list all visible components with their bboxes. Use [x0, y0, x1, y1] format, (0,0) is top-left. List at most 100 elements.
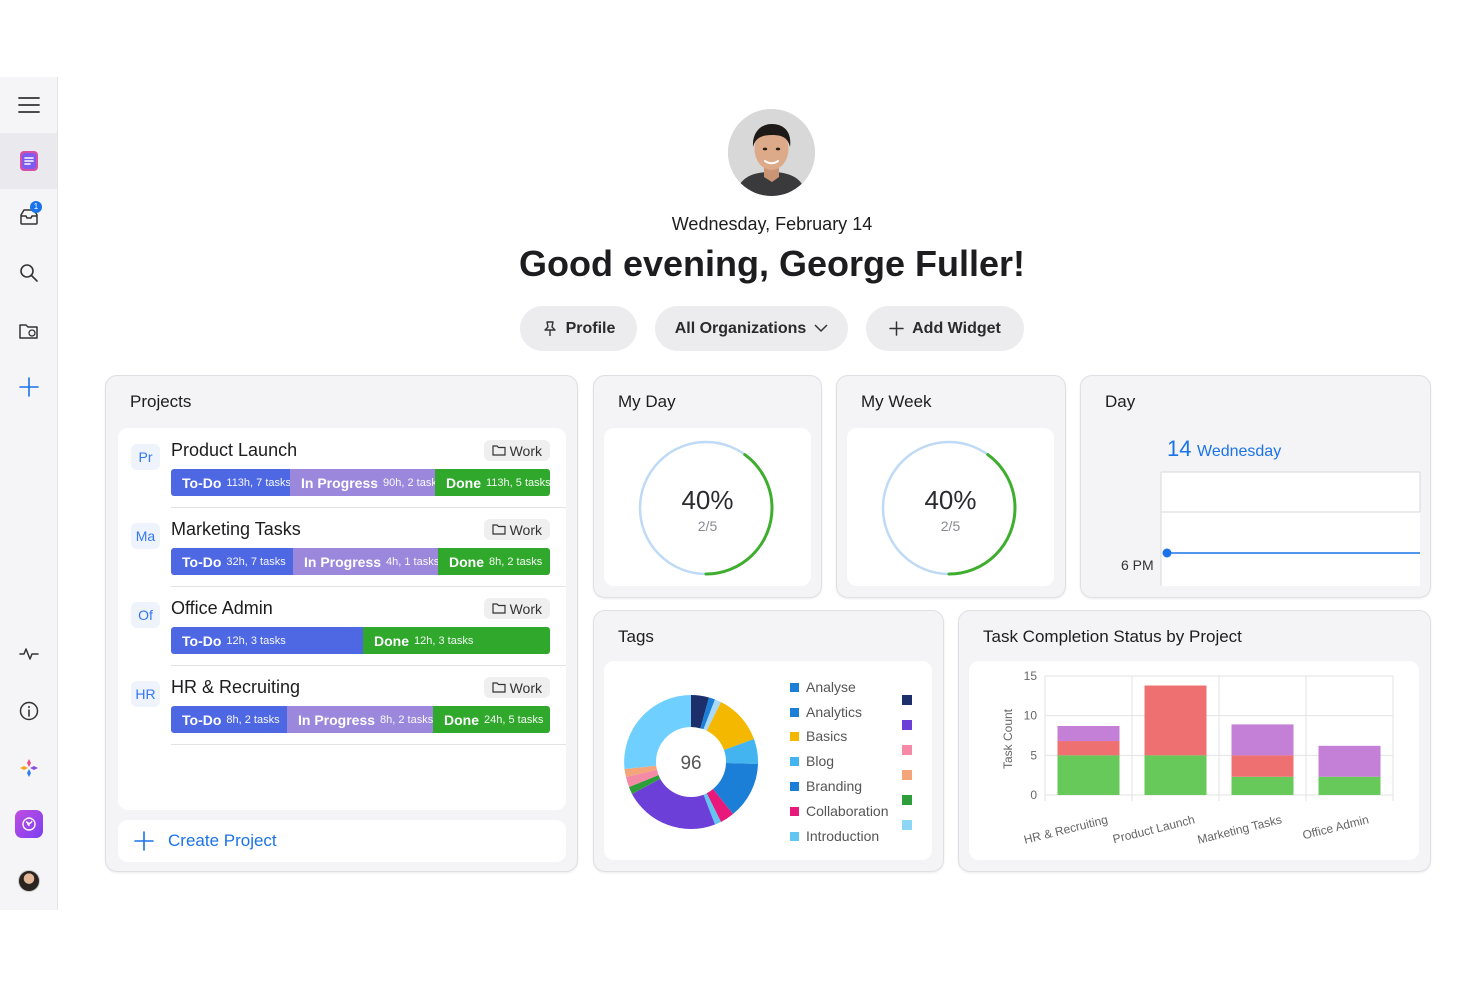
project-tag[interactable]: Work [483, 519, 550, 540]
todo-segment[interactable]: To-Do 8h, 2 tasks [171, 706, 287, 733]
my-day-progress-ring [638, 440, 774, 576]
todo-segment[interactable]: To-Do 12h, 3 tasks [171, 627, 363, 654]
x-tick-label: Office Admin [1301, 812, 1370, 842]
inbox-button[interactable]: 1 [0, 189, 57, 245]
dashboard-button[interactable] [0, 133, 57, 189]
my-day-percent: 40% [681, 485, 734, 515]
in-progress-segment[interactable]: In Progress 4h, 1 tasks [293, 548, 438, 575]
legend-label: Collaboration [806, 803, 889, 819]
app-icon [14, 810, 43, 838]
task-completion-chart[interactable]: 0 5 10 15 HR & Recruiting Product Launch Mark… [969, 661, 1419, 860]
search-button[interactable] [0, 245, 57, 301]
done-segment[interactable]: Done 8h, 2 tasks [438, 548, 550, 575]
tag-legend-item[interactable]: Analytics [790, 704, 862, 720]
add-widget-button[interactable]: Add Widget [866, 306, 1024, 351]
app-switcher-button[interactable] [0, 796, 57, 852]
profile-button[interactable]: Profile [520, 306, 637, 351]
folder-button[interactable] [0, 303, 57, 359]
legend-label: Introduction [806, 828, 880, 844]
menu-icon [17, 97, 40, 113]
done-segment[interactable]: Done 12h, 3 tasks [363, 627, 550, 654]
folder-icon [491, 524, 506, 535]
plus-icon [889, 321, 904, 336]
tag-legend-item[interactable]: Blog [790, 753, 834, 769]
project-row[interactable]: HR HR & Recruiting Work To-Do 8h, 2 tasks… [118, 665, 566, 745]
task-chart-panel: 0 5 10 15 HR & Recruiting Product Launch Mark… [969, 661, 1419, 860]
segment-sub: 24h, 5 tasks [484, 713, 544, 726]
tag-legend-item[interactable]: Introduction [790, 828, 879, 844]
donut-slice [624, 695, 691, 769]
project-tag[interactable]: Work [483, 677, 550, 698]
legend-label: Analytics [806, 704, 863, 720]
tag-legend-item[interactable]: Basics [790, 728, 847, 744]
bar-segment[interactable] [1144, 685, 1207, 756]
legend-label: Branding [806, 778, 863, 794]
project-row[interactable]: Of Office Admin Work To-Do 12h, 3 tasks D… [118, 586, 566, 666]
legend-swatch [790, 781, 799, 791]
in-progress-segment[interactable]: In Progress 8h, 2 tasks [287, 706, 433, 733]
tag-legend-item[interactable]: Collaboration [790, 803, 889, 819]
user-avatar [17, 870, 40, 892]
profile-avatar [728, 109, 815, 196]
y-tick-label: 0 [1030, 788, 1037, 802]
current-time-dot [1162, 548, 1172, 558]
segment-label: Done [446, 474, 481, 491]
activity-button[interactable] [0, 626, 57, 682]
project-abbr: HR [131, 681, 160, 707]
row-divider [171, 665, 566, 666]
tags-donut-chart[interactable]: 96 [604, 661, 784, 860]
bar-segment[interactable] [1057, 741, 1120, 756]
my-week-progress-ring [881, 440, 1017, 576]
menu-button[interactable] [0, 77, 57, 133]
project-name: HR & Recruiting [171, 677, 301, 697]
legend-swatch [790, 682, 799, 692]
folder-icon [491, 603, 506, 614]
bar-segment[interactable] [1231, 724, 1294, 756]
project-row[interactable]: Pr Product Launch Work To-Do 113h, 7 task… [118, 428, 566, 508]
bar-segment[interactable] [1057, 725, 1120, 742]
y-tick-label: 10 [1024, 709, 1038, 723]
tags-total: 96 [680, 753, 701, 774]
legend-label: Basics [806, 728, 848, 744]
profile-button-label: Profile [565, 319, 616, 337]
done-segment[interactable]: Done 113h, 5 tasks [435, 469, 550, 496]
project-status-bar: To-Do 12h, 3 tasks Done 12h, 3 tasks [171, 627, 550, 654]
project-tag[interactable]: Work [483, 440, 550, 461]
todo-segment[interactable]: To-Do 32h, 7 tasks [171, 548, 293, 575]
bar-segment[interactable] [1057, 755, 1120, 795]
sparkle-button[interactable] [0, 740, 57, 796]
bar-segment[interactable] [1318, 776, 1381, 795]
segment-label: To-Do [182, 632, 222, 649]
organizations-dropdown[interactable]: All Organizations [655, 306, 848, 351]
add-widget-button-label: Add Widget [912, 319, 1001, 337]
day-title: Day [1105, 392, 1136, 411]
project-name: Office Admin [171, 598, 273, 618]
projects-title: Projects [130, 392, 192, 411]
folder-icon [18, 324, 38, 339]
bar-segment[interactable] [1231, 776, 1294, 795]
add-button[interactable] [0, 359, 57, 415]
done-segment[interactable]: Done 24h, 5 tasks [433, 706, 550, 733]
project-row[interactable]: Ma Marketing Tasks Work To-Do 32h, 7 task… [118, 507, 566, 587]
tag-legend-item[interactable]: Branding [790, 778, 862, 794]
bar-segment[interactable] [1231, 755, 1294, 777]
todo-segment[interactable]: To-Do 113h, 7 tasks [171, 469, 290, 496]
create-project-button[interactable]: Create Project [118, 820, 566, 862]
day-timeline-grid[interactable] [1081, 376, 1432, 599]
tag-legend-item[interactable]: Analyse [790, 679, 856, 695]
x-tick-label: Product Launch [1111, 812, 1196, 846]
bar-segment[interactable] [1318, 745, 1381, 777]
user-menu-button[interactable] [0, 853, 57, 909]
segment-label: Done [449, 553, 484, 570]
bar-segment[interactable] [1144, 755, 1207, 795]
row-divider [171, 507, 566, 508]
donut-slice [724, 739, 759, 764]
in-progress-segment[interactable]: In Progress 90h, 2 tasks [290, 469, 435, 496]
info-button[interactable] [0, 683, 57, 739]
project-status-bar: To-Do 32h, 7 tasks In Progress 4h, 1 tasks… [171, 548, 550, 575]
project-tag[interactable]: Work [483, 598, 550, 619]
task-chart-title: Task Completion Status by Project [983, 627, 1242, 646]
project-tag-label: Work [509, 679, 542, 696]
donut-slice [700, 697, 715, 730]
ring-progress [638, 440, 774, 576]
